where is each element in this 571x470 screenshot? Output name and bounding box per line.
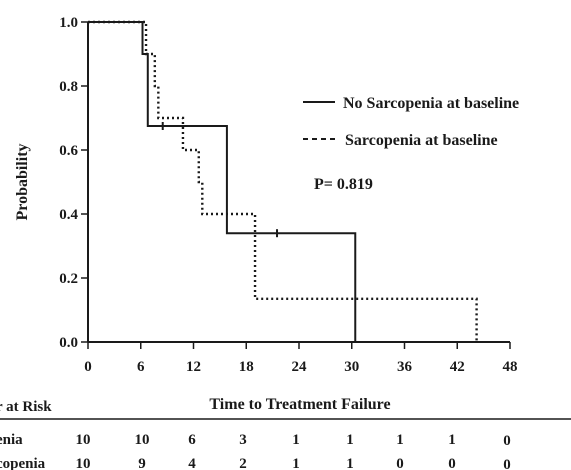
x-axis-title: Time to Treatment Failure — [209, 396, 390, 413]
y-tick-label: 0.6 — [59, 143, 78, 159]
risk-cell: 1 — [346, 456, 354, 470]
risk-row-label: copenia — [0, 456, 46, 470]
series-layer — [88, 20, 478, 342]
risk-cell: 10 — [76, 432, 91, 448]
x-tick-label: 42 — [450, 359, 465, 375]
risk-cell: 1 — [448, 432, 456, 448]
series-line-no-sarcopenia — [88, 21, 357, 342]
risk-cell: 1 — [292, 456, 300, 470]
x-tick-label: 24 — [292, 359, 308, 375]
x-tick-label: 18 — [239, 359, 254, 375]
risk-cell: 4 — [188, 456, 196, 470]
x-tick-label: 30 — [344, 359, 359, 375]
x-ticks: 0 6 12 18 24 30 36 42 48 — [84, 342, 518, 375]
legend: No Sarcopenia at baseline Sarcopenia at … — [303, 95, 519, 149]
risk-cell: 9 — [138, 456, 146, 470]
y-tick-label: 0.2 — [59, 271, 78, 287]
risk-cell: 0 — [448, 456, 456, 470]
risk-rows: enia10106311110copenia1094211000 — [0, 432, 511, 470]
risk-cell: 6 — [188, 432, 196, 448]
risk-table-title: r at Risk — [0, 399, 52, 415]
risk-table: r at Risk enia10106311110copenia10942110… — [0, 399, 571, 470]
risk-cell: 0 — [396, 456, 404, 470]
risk-row-label: enia — [0, 432, 23, 448]
y-tick-label: 1.0 — [59, 15, 78, 31]
risk-cell: 0 — [503, 457, 511, 470]
risk-cell: 10 — [76, 456, 91, 470]
legend-label-sarcopenia: Sarcopenia at baseline — [345, 132, 498, 149]
y-tick-label: 0.0 — [59, 335, 78, 351]
y-tick-label: 0.4 — [59, 207, 78, 223]
x-tick-label: 12 — [186, 359, 201, 375]
y-tick-label: 0.8 — [59, 79, 78, 95]
y-ticks: 0.0 0.2 0.4 0.6 0.8 1.0 — [59, 15, 88, 351]
risk-cell: 2 — [239, 456, 247, 470]
y-axis-title: Probability — [14, 143, 31, 220]
risk-cell: 0 — [503, 433, 511, 449]
risk-cell: 3 — [239, 432, 247, 448]
risk-cell: 1 — [396, 432, 404, 448]
risk-cell: 1 — [292, 432, 300, 448]
series-line-sarcopenia — [88, 20, 478, 342]
risk-cell: 10 — [135, 432, 150, 448]
p-value-annotation: P= 0.819 — [314, 176, 373, 193]
legend-label-no-sarcopenia: No Sarcopenia at baseline — [343, 95, 519, 112]
x-tick-label: 36 — [397, 359, 413, 375]
x-tick-label: 0 — [84, 359, 92, 375]
risk-cell: 1 — [346, 432, 354, 448]
x-tick-label: 48 — [503, 359, 518, 375]
x-tick-label: 6 — [137, 359, 145, 375]
